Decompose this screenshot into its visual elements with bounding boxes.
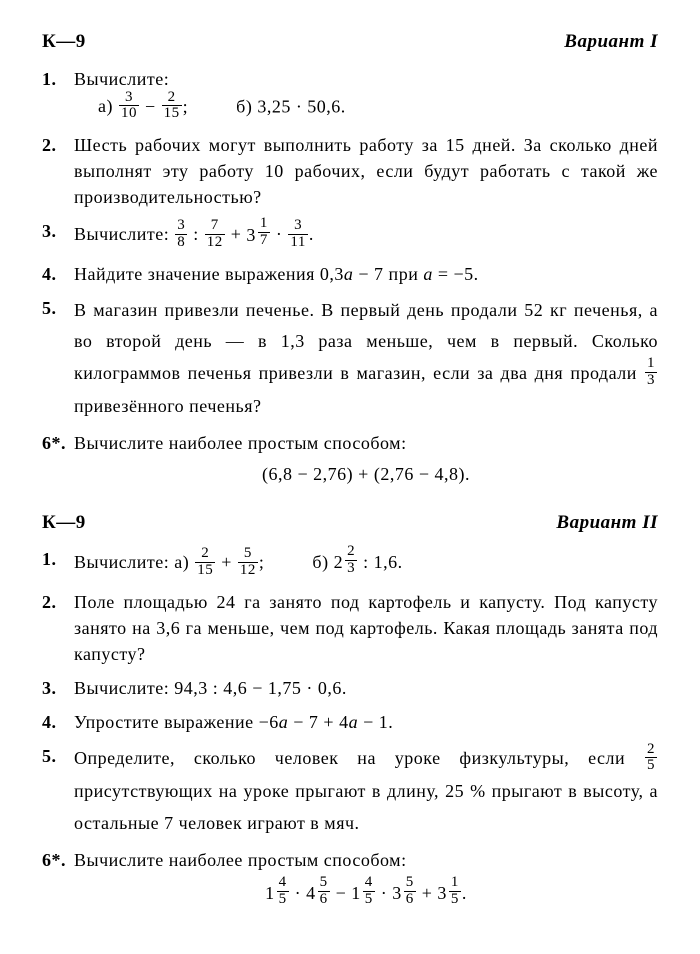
problem-5: 5. Определите, сколько человек на уроке … [42,743,658,839]
problem-body: Вычислите: 38 : 712 + 317 · 311. [74,218,658,252]
problem-body: Вычислите: а) 215 + 512; б) 223 : 1,6. [74,546,658,580]
problem-body: Определите, сколько человек на уроке физ… [74,743,658,839]
lead-text: Вычислите: [74,552,174,572]
problem-body: Упростите выражение −6a − 7 + 4a − 1. [74,709,658,735]
section-header: К—9 Вариант I [42,28,658,56]
problem-number: 4. [42,261,74,287]
fraction: 311 [288,218,307,251]
fraction: 712 [205,218,225,251]
fraction: 38 [175,218,187,251]
header-left: К—9 [42,509,86,537]
problem-body: Вычислите наиболее простым способом: 145… [74,847,658,918]
problem-3: 3. Вычислите: 38 : 712 + 317 · 311. [42,218,658,252]
problem-number: 2. [42,589,74,667]
mixed-number: 317 [246,218,271,251]
part-a-label: а) [174,552,189,572]
lead-text: Вычислите наиболее простым способом: [74,850,407,870]
problem-3: 3. Вычислите: 94,3 : 4,6 − 1,75 · 0,6. [42,675,658,701]
problem-number: 6*. [42,847,74,918]
problem-number: 3. [42,675,74,701]
problem-4: 4. Найдите значение выражения 0,3a − 7 п… [42,261,658,287]
problem-body: Вычислите: а) 310 − 215; б) 3,25 · 50,6. [74,66,658,125]
problem-body: Вычислите: 94,3 : 4,6 − 1,75 · 0,6. [74,675,658,701]
problem-number: 5. [42,295,74,423]
problem-1: 1. Вычислите: а) 215 + 512; б) 223 : 1,6… [42,546,658,580]
fraction: 215 [195,546,215,579]
problem-number: 1. [42,546,74,580]
header-left: К—9 [42,28,86,56]
fraction: 215 [162,90,182,123]
problem-number: 4. [42,709,74,735]
fraction: 310 [119,90,139,123]
mixed-number: 145 [351,877,376,910]
fraction: 13 [645,356,657,389]
part-b-label: б) [312,552,328,572]
centered-expr: 145 · 456 − 145 · 356 + 315. [74,877,658,910]
header-right: Вариант II [556,509,658,537]
header-right: Вариант I [564,28,658,56]
page: К—9 Вариант I 1. Вычислите: а) 310 − 215… [0,0,700,954]
problem-6: 6*. Вычислите наиболее простым способом:… [42,430,658,494]
problem-6: 6*. Вычислите наиболее простым способом:… [42,847,658,918]
problem-number: 5. [42,743,74,839]
section-header: К—9 Вариант II [42,509,658,537]
problem-number: 3. [42,218,74,252]
fraction: 512 [238,546,258,579]
lead-text: Вычислите: [74,225,174,245]
centered-expr: (6,8 − 2,76) + (2,76 − 4,8). [74,461,658,487]
mixed-number: 145 [265,877,290,910]
part-b-label: б) [236,96,252,116]
problem-5: 5. В магазин привезли печенье. В первый … [42,295,658,423]
problem-body: Шесть рабочих могут выполнить работу за … [74,132,658,210]
problem-1: 1. Вычислите: а) 310 − 215; б) 3,25 · 50… [42,66,658,125]
fraction: 25 [645,742,657,775]
part-b-expr: 3,25 · 50,6. [257,96,346,116]
mixed-number: 356 [392,877,417,910]
problem-number: 6*. [42,430,74,494]
problem-number: 2. [42,132,74,210]
problem-2: 2. Поле площадью 24 га занято под картоф… [42,589,658,667]
lead-text: Вычислите: [74,69,169,89]
problem-body: Поле площадью 24 га занято под картофель… [74,589,658,667]
mixed-number: 315 [437,877,462,910]
problem-body: Вычислите наиболее простым способом: (6,… [74,430,658,494]
part-a-label: а) [98,93,113,119]
problem-2: 2. Шесть рабочих могут выполнить работу … [42,132,658,210]
mixed-number: 223 [334,546,359,579]
problem-4: 4. Упростите выражение −6a − 7 + 4a − 1. [42,709,658,735]
mixed-number: 456 [306,877,331,910]
problem-number: 1. [42,66,74,125]
problem-body: В магазин привезли печенье. В первый ден… [74,295,658,423]
problem-body: Найдите значение выражения 0,3a − 7 при … [74,261,658,287]
lead-text: Вычислите наиболее простым способом: [74,433,407,453]
